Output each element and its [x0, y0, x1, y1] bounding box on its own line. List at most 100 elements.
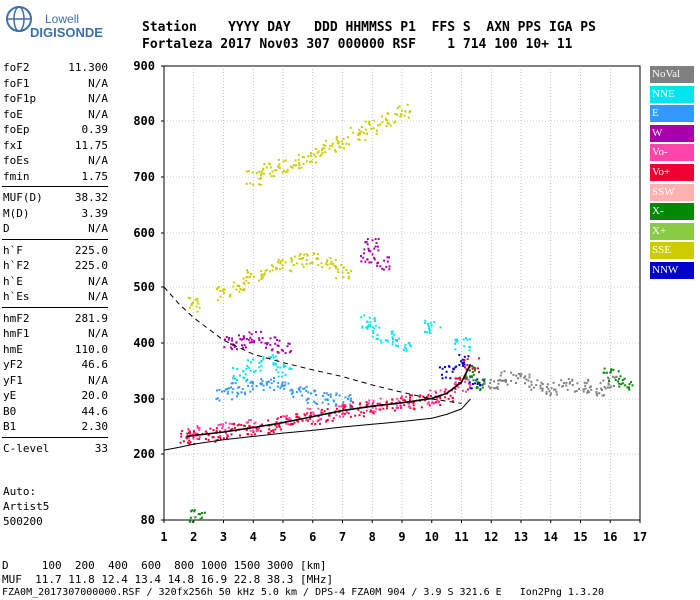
param-value: N/A	[88, 274, 108, 288]
echo-point	[216, 287, 219, 290]
echo-point	[624, 384, 627, 387]
echo-point	[269, 337, 272, 340]
y-tick-label: 500	[133, 280, 155, 294]
echo-point	[587, 378, 590, 381]
echo-point	[216, 397, 219, 400]
echo-point	[402, 399, 405, 402]
echo-point	[444, 388, 447, 391]
x-tick-label: 2	[190, 530, 197, 544]
echo-point	[282, 160, 285, 163]
echo-point	[611, 375, 614, 378]
echo-point	[321, 408, 324, 411]
echo-point	[528, 385, 531, 388]
echo-point	[452, 368, 455, 371]
echo-point	[224, 338, 227, 341]
echo-point	[388, 256, 391, 259]
echo-point	[607, 383, 610, 386]
param-value: 1.75	[81, 169, 109, 183]
echo-point	[582, 388, 585, 391]
echo-point	[189, 433, 192, 436]
echo-point	[464, 380, 467, 383]
echo-point	[530, 383, 533, 386]
echo-point	[234, 426, 237, 429]
echo-point	[342, 407, 345, 410]
echo-point	[277, 417, 280, 420]
echo-point	[618, 385, 621, 388]
echo-point	[270, 264, 273, 267]
echo-point	[316, 252, 319, 255]
echo-point	[426, 331, 429, 334]
echo-point	[305, 262, 308, 265]
echo-point	[290, 165, 293, 168]
echo-point	[249, 425, 252, 428]
x-tick-label: 11	[454, 530, 468, 544]
echo-point	[284, 171, 287, 174]
echo-point	[231, 339, 234, 342]
echo-point	[435, 391, 438, 394]
echo-point	[265, 346, 268, 349]
echo-point	[464, 377, 467, 380]
echo-point	[290, 388, 293, 391]
echo-point	[221, 289, 224, 292]
echo-point	[395, 340, 398, 343]
echo-point	[260, 177, 263, 180]
echo-point	[295, 262, 298, 265]
y-tick-label: 900	[133, 59, 155, 73]
echo-point	[338, 141, 341, 144]
echo-point	[265, 382, 268, 385]
echo-point	[274, 336, 277, 339]
echo-point	[245, 367, 248, 370]
echo-point	[262, 358, 265, 361]
echo-point	[552, 381, 555, 384]
echo-point	[407, 405, 410, 408]
echo-point	[357, 138, 360, 141]
echo-point	[371, 239, 374, 242]
echo-point	[462, 361, 465, 364]
echo-point	[394, 409, 397, 412]
echo-point	[334, 149, 337, 152]
echo-point	[409, 396, 412, 399]
echo-point	[277, 381, 280, 384]
echo-point	[474, 367, 477, 370]
echo-point	[278, 163, 281, 166]
echo-point	[277, 158, 280, 161]
echo-point	[368, 122, 371, 125]
echo-point	[317, 257, 320, 260]
echo-point	[471, 371, 474, 374]
echo-point	[449, 377, 452, 380]
echo-point	[290, 367, 293, 370]
echo-point	[387, 112, 390, 115]
echo-point	[595, 391, 598, 394]
echo-point	[233, 422, 236, 425]
echo-point	[303, 387, 306, 390]
echo-point	[457, 377, 460, 380]
echo-point	[281, 349, 284, 352]
echo-point	[249, 369, 252, 372]
echo-point	[352, 401, 355, 404]
echo-point	[258, 177, 261, 180]
echo-point	[358, 414, 361, 417]
echo-point	[191, 509, 194, 512]
echo-point	[253, 339, 256, 342]
echo-point	[192, 301, 195, 304]
echo-point	[471, 367, 474, 370]
echo-point	[277, 258, 280, 261]
echo-point	[309, 411, 312, 414]
echo-point	[276, 344, 279, 347]
param-value: N/A	[88, 154, 108, 167]
echo-point	[457, 386, 460, 389]
param-row: foF1 N/A	[2, 76, 108, 92]
echo-point	[223, 346, 226, 349]
echo-point	[436, 399, 439, 402]
echo-point	[562, 382, 565, 385]
param-value: 38.32	[74, 191, 108, 204]
echo-point	[231, 377, 234, 380]
echo-point	[181, 430, 184, 433]
echo-point	[343, 412, 346, 415]
echo-point	[555, 393, 558, 396]
echo-point	[243, 424, 246, 427]
echo-point	[275, 426, 278, 429]
echo-point	[259, 382, 262, 385]
echo-point	[573, 390, 576, 393]
echo-point	[285, 418, 288, 421]
